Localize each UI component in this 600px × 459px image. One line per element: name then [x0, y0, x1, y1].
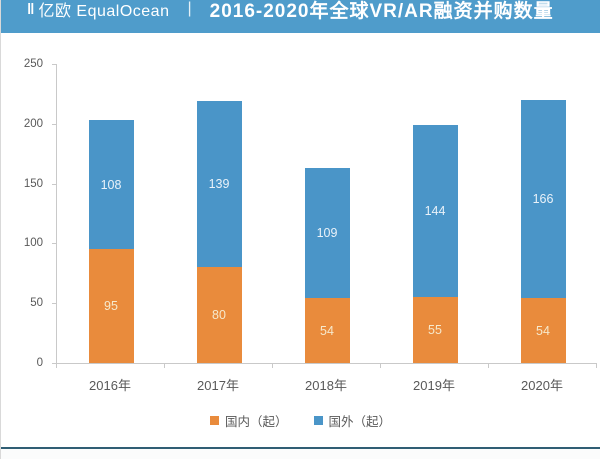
bar-2018年: 54 109 — [304, 168, 350, 363]
x-tick-mark — [164, 364, 165, 368]
brand-name: 亿欧 EqualOcean — [38, 3, 170, 20]
bar-2016年: 95 108 — [88, 120, 134, 363]
x-tick-mark — [596, 364, 597, 368]
segment-value-label: 108 — [100, 177, 122, 192]
header-content: ‖ 亿欧 EqualOcean | 2016-2020年全球VR/AR融资并购数… — [1, 0, 554, 22]
x-tick-mark — [488, 364, 489, 368]
y-tick-mark — [52, 243, 56, 245]
x-category-label: 2019年 — [413, 378, 455, 393]
bar-segment: 108 — [88, 120, 134, 250]
bar-segment: 139 — [196, 101, 242, 268]
legend-label: 国外（起） — [328, 415, 392, 429]
y-tick-label: 100 — [23, 237, 43, 250]
segment-value-label: 95 — [104, 299, 118, 314]
footer-divider — [1, 447, 600, 449]
legend-item: 国外（起） — [313, 411, 392, 430]
x-tick-mark — [272, 364, 273, 368]
header-bar: ‖ 亿欧 EqualOcean | 2016-2020年全球VR/AR融资并购数… — [1, 0, 600, 33]
bar-2017年: 80 139 — [196, 101, 242, 363]
y-tick-label: 50 — [30, 297, 43, 310]
y-tick-label: 250 — [23, 58, 43, 70]
bar-segment: 55 — [412, 297, 458, 363]
bar-segment: 144 — [412, 125, 458, 298]
bar-segment: 54 — [520, 298, 566, 363]
segment-value-label: 109 — [316, 226, 338, 241]
plot-area: 95 108 80 139 54 109 55 144 54 166 — [56, 64, 597, 364]
x-category-label: 2016年 — [89, 378, 131, 393]
bar-segment: 54 — [304, 298, 350, 363]
x-category-label: 2018年 — [305, 378, 347, 393]
logo-bars-icon: ‖ — [27, 0, 35, 18]
bar-segment: 109 — [304, 168, 350, 299]
segment-value-label: 139 — [208, 177, 230, 192]
y-tick-mark — [52, 303, 56, 305]
x-category-label: 2020年 — [521, 378, 563, 393]
segment-value-label: 166 — [532, 192, 554, 207]
header-separator: | — [187, 0, 192, 17]
y-tick-mark — [52, 363, 56, 364]
brand-logo: ‖ 亿欧 EqualOcean — [27, 0, 169, 21]
bar-segment: 166 — [520, 99, 566, 299]
legend-swatch-icon — [209, 416, 219, 425]
segment-value-label: 55 — [428, 323, 442, 338]
legend-item: 国内（起） — [209, 411, 288, 430]
chart-title: 2016-2020年全球VR/AR融资并购数量 — [209, 0, 554, 22]
legend: 国内（起） 国外（起） — [1, 411, 600, 430]
stacked-bar-chart: 95 108 80 139 54 109 55 144 54 166 0 50 100 150 200 25… — [1, 33, 600, 447]
y-tick-label: 0 — [36, 357, 43, 369]
bar-2019年: 55 144 — [412, 125, 458, 363]
x-category-label: 2017年 — [197, 378, 239, 393]
y-tick-label: 200 — [23, 117, 43, 130]
y-tick-label: 150 — [23, 177, 43, 190]
bar-segment: 95 — [88, 249, 134, 363]
segment-value-label: 144 — [424, 204, 446, 219]
segment-value-label: 54 — [320, 323, 334, 338]
y-tick-mark — [52, 183, 56, 185]
x-tick-mark — [56, 364, 57, 368]
legend-label: 国内（起） — [224, 415, 288, 429]
legend-swatch-icon — [313, 416, 323, 425]
segment-value-label: 80 — [212, 308, 226, 323]
x-tick-mark — [380, 364, 381, 368]
y-tick-mark — [52, 64, 56, 65]
segment-value-label: 54 — [536, 323, 550, 338]
bar-segment: 80 — [196, 267, 242, 363]
bar-2020年: 54 166 — [520, 99, 566, 363]
y-tick-mark — [52, 123, 56, 125]
footer-strip — [1, 449, 600, 459]
